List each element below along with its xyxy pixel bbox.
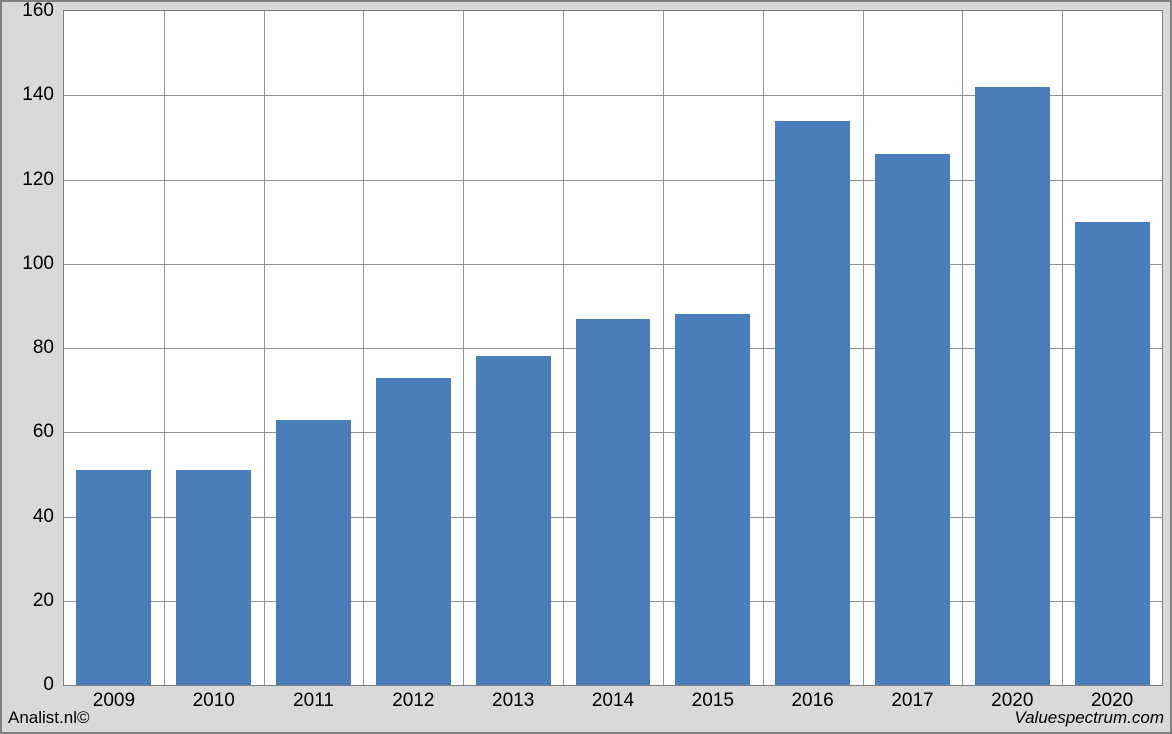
y-axis-tick-label: 40 [4,506,54,528]
x-axis-tick-label: 2013 [492,690,534,712]
gridline-vertical [563,11,564,685]
y-axis-tick-label: 80 [4,337,54,359]
bar [276,420,351,685]
gridline-vertical [663,11,664,685]
bar [476,356,551,685]
bar [1075,222,1150,685]
plot-area [63,10,1163,686]
y-axis-tick-label: 160 [4,0,54,22]
x-axis-tick-label: 2010 [193,690,235,712]
y-axis-tick-label: 20 [4,590,54,612]
footer-left-text: Analist.nl© [8,708,90,728]
x-axis-tick-label: 2016 [791,690,833,712]
x-axis-tick-label: 2009 [93,690,135,712]
x-axis-tick-label: 2012 [392,690,434,712]
gridline-vertical [164,11,165,685]
x-axis-tick-label: 2014 [592,690,634,712]
gridline-vertical [264,11,265,685]
bar [176,470,251,685]
gridline-vertical [962,11,963,685]
bar [576,319,651,685]
gridline-vertical [763,11,764,685]
bar [675,314,750,685]
footer-right-text: Valuespectrum.com [1014,708,1164,728]
gridline-vertical [363,11,364,685]
y-axis-tick-label: 0 [4,674,54,696]
y-axis-tick-label: 100 [4,253,54,275]
bar [775,121,850,685]
gridline-vertical [863,11,864,685]
y-axis-tick-label: 140 [4,84,54,106]
x-axis-tick-label: 2017 [891,690,933,712]
chart-frame: 0 20 40 60 80 100 120 140 160 2009 2010 2011 2012 20… [0,0,1172,734]
bar [975,87,1050,685]
y-axis-tick-label: 120 [4,169,54,191]
x-axis-tick-label: 2015 [692,690,734,712]
bar [76,470,151,685]
y-axis-tick-label: 60 [4,421,54,443]
bar [376,378,451,686]
bar [875,154,950,685]
gridline-vertical [463,11,464,685]
gridline-vertical [1062,11,1063,685]
x-axis-tick-label: 2011 [293,690,334,712]
